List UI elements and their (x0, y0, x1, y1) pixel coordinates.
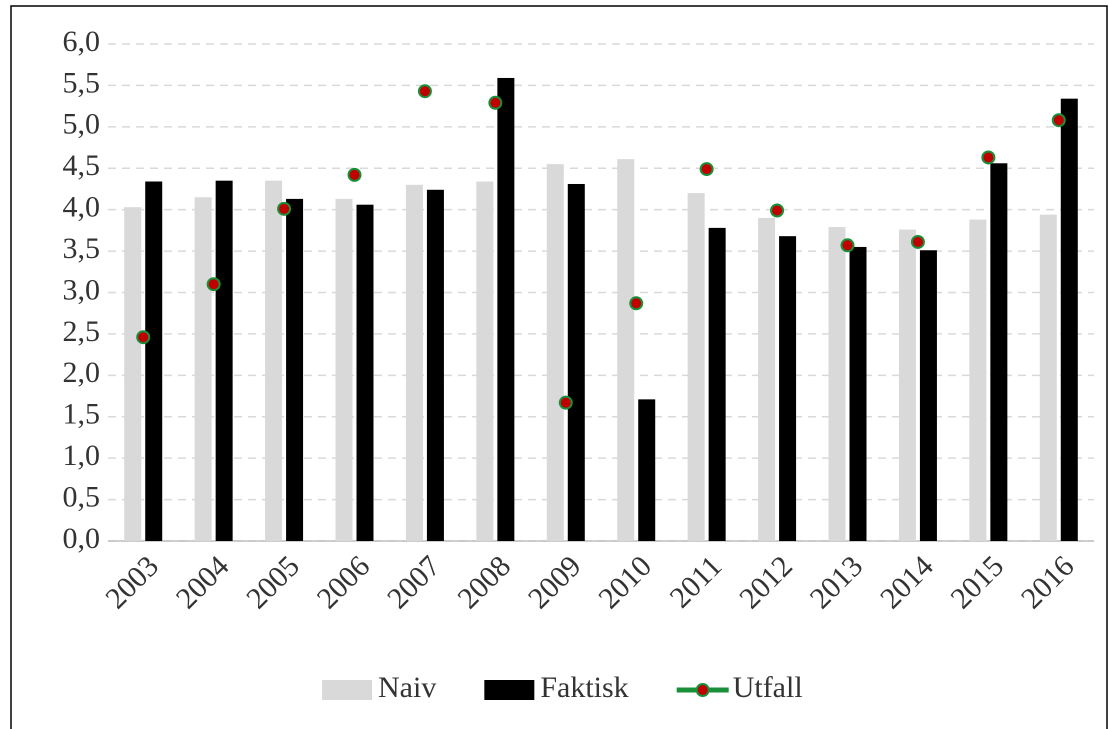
bar (849, 246, 867, 542)
bar (990, 163, 1008, 541)
y-tick-label: 4,5 (63, 149, 101, 182)
bar (405, 184, 423, 542)
line-marker (488, 95, 503, 110)
line-marker (910, 234, 925, 249)
bar (426, 189, 444, 541)
bar (828, 227, 846, 542)
line-marker (699, 162, 714, 177)
bar (215, 180, 233, 542)
bar (758, 217, 776, 541)
y-tick-label: 5,5 (63, 66, 101, 99)
line-marker (629, 296, 644, 311)
line-marker (981, 150, 996, 165)
bar (708, 227, 726, 541)
line-marker (136, 330, 151, 345)
line-marker (347, 167, 362, 182)
line-marker (417, 84, 432, 99)
legend-label: Naiv (378, 671, 436, 704)
line-marker (277, 201, 292, 216)
y-tick-label: 0,0 (63, 522, 101, 555)
legend-label: Faktisk (540, 671, 628, 704)
legend-swatch (695, 683, 710, 697)
bar (617, 159, 635, 541)
line-marker (840, 238, 855, 253)
y-tick-label: 1,5 (63, 398, 101, 431)
bar (194, 197, 212, 541)
bar (1039, 214, 1057, 542)
bar (567, 183, 585, 541)
bar (638, 399, 656, 541)
line-marker (770, 203, 785, 218)
bar (969, 219, 987, 541)
bar (687, 193, 705, 541)
bar (335, 198, 353, 542)
bar (265, 180, 283, 542)
legend-label: Utfall (733, 671, 803, 704)
bar (779, 236, 797, 541)
frame (10, 5, 1108, 729)
bar (546, 164, 564, 541)
y-tick-label: 5,0 (63, 108, 101, 141)
y-tick-label: 3,0 (63, 273, 101, 306)
bar (356, 204, 374, 542)
bar (898, 229, 916, 541)
line-marker (206, 277, 221, 292)
y-tick-label: 3,5 (63, 232, 101, 265)
y-tick-label: 6,0 (63, 25, 101, 58)
bar (124, 207, 142, 541)
y-tick-label: 4,0 (63, 191, 101, 224)
bar (476, 181, 494, 541)
y-tick-label: 0,5 (63, 480, 101, 513)
line-marker (558, 395, 573, 410)
bar (919, 250, 937, 541)
bar (1060, 98, 1078, 542)
y-tick-label: 2,0 (63, 356, 101, 389)
y-tick-label: 2,5 (63, 315, 101, 348)
y-tick-label: 1,0 (63, 439, 101, 472)
legend-swatch (484, 680, 535, 700)
bar (145, 181, 163, 541)
line-marker (1051, 113, 1066, 128)
bar (286, 198, 304, 542)
bar (497, 77, 515, 541)
legend-swatch (322, 680, 372, 700)
